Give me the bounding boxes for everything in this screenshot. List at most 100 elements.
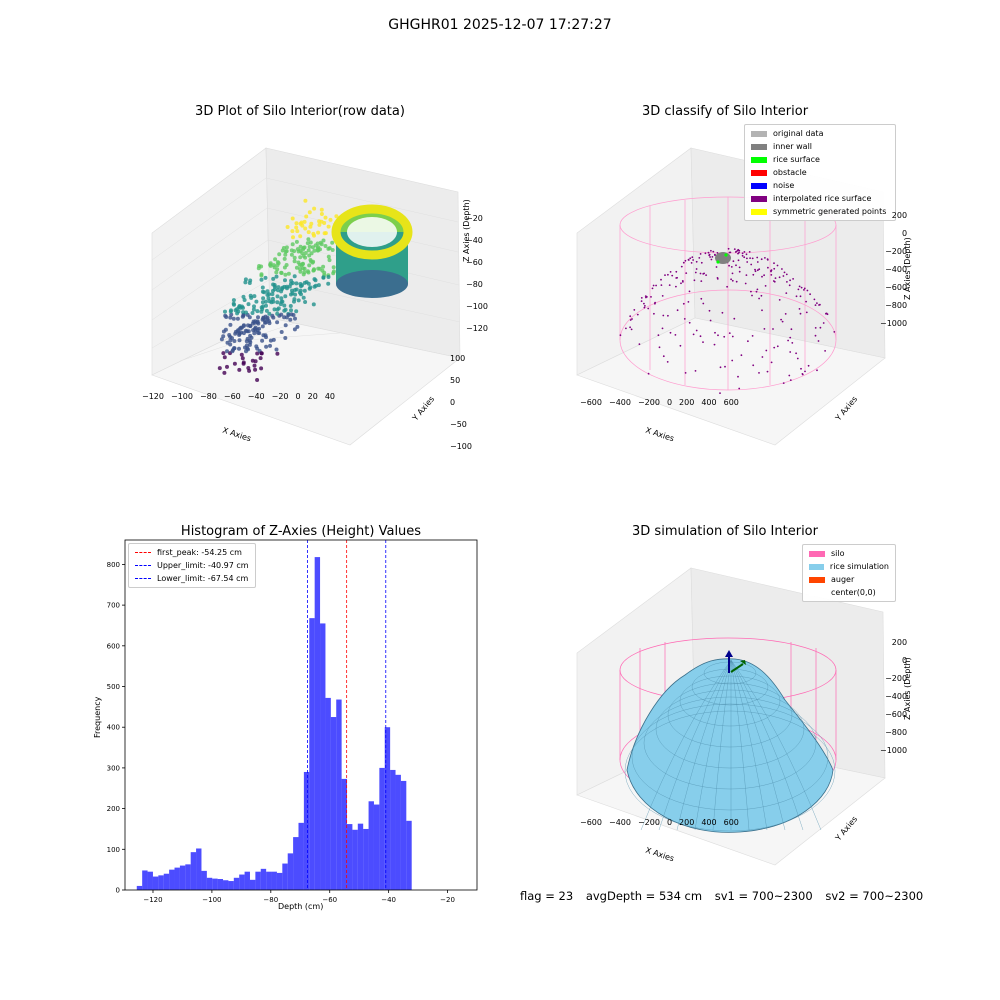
raw-point <box>271 337 276 342</box>
histogram-xtick-label: −80 <box>263 896 278 904</box>
raw-point <box>305 241 310 246</box>
interpolated-point <box>688 321 691 324</box>
interpolated-point <box>751 294 753 297</box>
raw-point <box>256 315 260 320</box>
interpolated-point <box>737 259 740 262</box>
raw-point <box>316 283 321 288</box>
interpolated-point <box>705 274 707 276</box>
raw-point <box>256 266 261 271</box>
interpolated-point <box>785 273 788 276</box>
interpolated-point <box>789 336 792 339</box>
histogram-bar <box>169 869 175 890</box>
raw-point <box>233 308 238 313</box>
raw-point <box>268 263 273 268</box>
raw-scatter-3d[interactable] <box>140 140 480 460</box>
simulation-surface-3d[interactable] <box>565 560 905 880</box>
histogram-bar <box>298 822 304 890</box>
histogram-bar <box>201 870 207 890</box>
histogram-ytick-label: 200 <box>107 805 120 813</box>
histogram-bar <box>363 828 369 890</box>
raw-point <box>260 324 265 329</box>
interpolated-point <box>675 277 678 279</box>
interpolated-point <box>709 256 711 258</box>
raw-point <box>274 274 279 279</box>
raw-point <box>323 215 328 220</box>
tick-label: −400 <box>608 398 631 407</box>
raw-point <box>322 221 327 225</box>
interpolated-point <box>713 343 716 346</box>
interpolated-point <box>719 392 721 394</box>
histogram-legend-item: Lower_limit: -67.54 cm <box>129 572 255 585</box>
interpolated-point <box>778 299 781 301</box>
interpolated-point <box>809 293 811 296</box>
raw-point <box>275 300 280 305</box>
interpolated-point <box>795 295 798 298</box>
raw-point <box>277 252 282 257</box>
interpolated-point <box>647 372 650 375</box>
histogram-bar <box>217 879 224 890</box>
raw-point <box>282 303 287 308</box>
histogram-xtick-label: −120 <box>143 896 162 904</box>
interpolated-point <box>789 379 792 381</box>
raw-point <box>241 294 246 299</box>
interpolated-point <box>822 322 825 324</box>
raw-point <box>267 311 272 316</box>
raw-point <box>252 363 257 368</box>
histogram-ytick-label: 600 <box>107 642 120 650</box>
interpolated-point <box>664 274 666 276</box>
histogram-ytick-label: 400 <box>107 724 120 732</box>
classify-legend: original data inner wall rice surface obsta… <box>744 124 896 221</box>
raw-point <box>294 287 299 292</box>
interpolated-point <box>781 320 784 323</box>
classify-xticks: −600 −400 −200 0 200 400 600 <box>580 398 780 407</box>
legend-swatch <box>751 143 767 150</box>
interpolated-point <box>682 261 685 264</box>
interpolated-point <box>661 295 664 297</box>
raw-point <box>223 309 227 314</box>
interpolated-point <box>744 282 747 285</box>
legend-item: obstacle <box>745 166 895 179</box>
raw-ring-surface <box>331 204 413 298</box>
raw-point <box>309 259 314 264</box>
interpolated-point <box>800 367 802 370</box>
interpolated-point <box>702 341 704 343</box>
legend-swatch <box>751 156 767 163</box>
dome-mesh-line <box>712 659 732 831</box>
interpolated-point <box>795 352 797 355</box>
interpolated-point <box>756 269 759 272</box>
raw-point <box>307 244 312 249</box>
interpolated-point <box>773 262 775 265</box>
interpolated-point <box>636 313 639 316</box>
interpolated-point <box>792 278 794 280</box>
interpolated-point <box>788 284 791 287</box>
interpolated-point <box>698 257 701 259</box>
tick-label: −80 <box>466 280 483 289</box>
tick-label: −60 <box>223 392 241 401</box>
interpolated-point <box>724 365 726 368</box>
raw-point <box>272 307 277 312</box>
interpolated-point <box>746 261 749 263</box>
histogram-bar <box>228 881 234 890</box>
raw-point <box>279 289 284 294</box>
interpolated-point <box>782 382 785 384</box>
dome-mesh-line <box>730 659 786 831</box>
interpolated-point <box>690 262 693 264</box>
histogram-bar <box>239 874 245 890</box>
tick-label: 600 <box>723 398 739 407</box>
interpolated-rice-surface-points <box>619 247 836 394</box>
legend-item: noise <box>745 179 895 192</box>
tick-label: 100 <box>450 354 466 363</box>
tick-label: −400 <box>608 818 631 827</box>
raw-point <box>303 198 308 203</box>
interpolated-point <box>749 257 751 259</box>
raw-point <box>308 240 313 245</box>
interpolated-point <box>687 258 690 261</box>
histogram-reference-lines <box>307 540 387 890</box>
raw-point <box>292 327 297 332</box>
interpolated-point <box>738 249 741 252</box>
interpolated-point <box>692 333 695 336</box>
raw-point <box>259 351 264 356</box>
raw-point <box>225 349 229 354</box>
histogram-ytick-label: 800 <box>107 561 120 569</box>
